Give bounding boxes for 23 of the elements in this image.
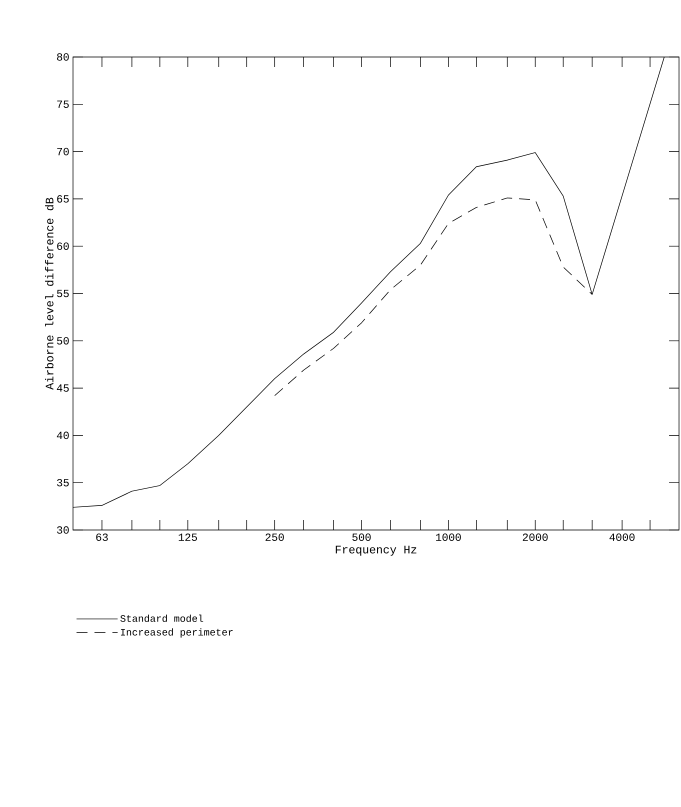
y-tick-label: 60 (57, 242, 69, 250)
y-axis-title: Airborne level difference dB (45, 198, 54, 390)
line-series (274, 198, 593, 396)
x-tick-label: 125 (178, 534, 197, 541)
x-tick-label: 500 (352, 534, 371, 541)
y-tick-label: 50 (57, 337, 69, 345)
y-tick-label: 45 (56, 384, 69, 392)
x-tick-label: 2000 (522, 534, 548, 541)
y-tick-label: 65 (57, 195, 69, 203)
y-tick-label: 70 (57, 148, 69, 156)
x-tick-label: 250 (266, 534, 284, 541)
x-tick-label: 1000 (436, 534, 461, 541)
y-tick-label: 30 (57, 526, 69, 534)
y-tick-label: 75 (57, 100, 69, 108)
legend-label: Increased perimeter (120, 628, 233, 638)
y-tick-label: 40 (56, 432, 69, 440)
x-tick-label: 63 (96, 534, 108, 541)
y-tick-label: 80 (57, 53, 69, 61)
x-axis-title: Frequency Hz (336, 546, 416, 556)
legend-label: Standard model (120, 614, 204, 622)
y-tick-label: 55 (57, 290, 69, 298)
x-tick-label: 4000 (609, 534, 635, 541)
y-tick-label: 35 (57, 478, 69, 486)
